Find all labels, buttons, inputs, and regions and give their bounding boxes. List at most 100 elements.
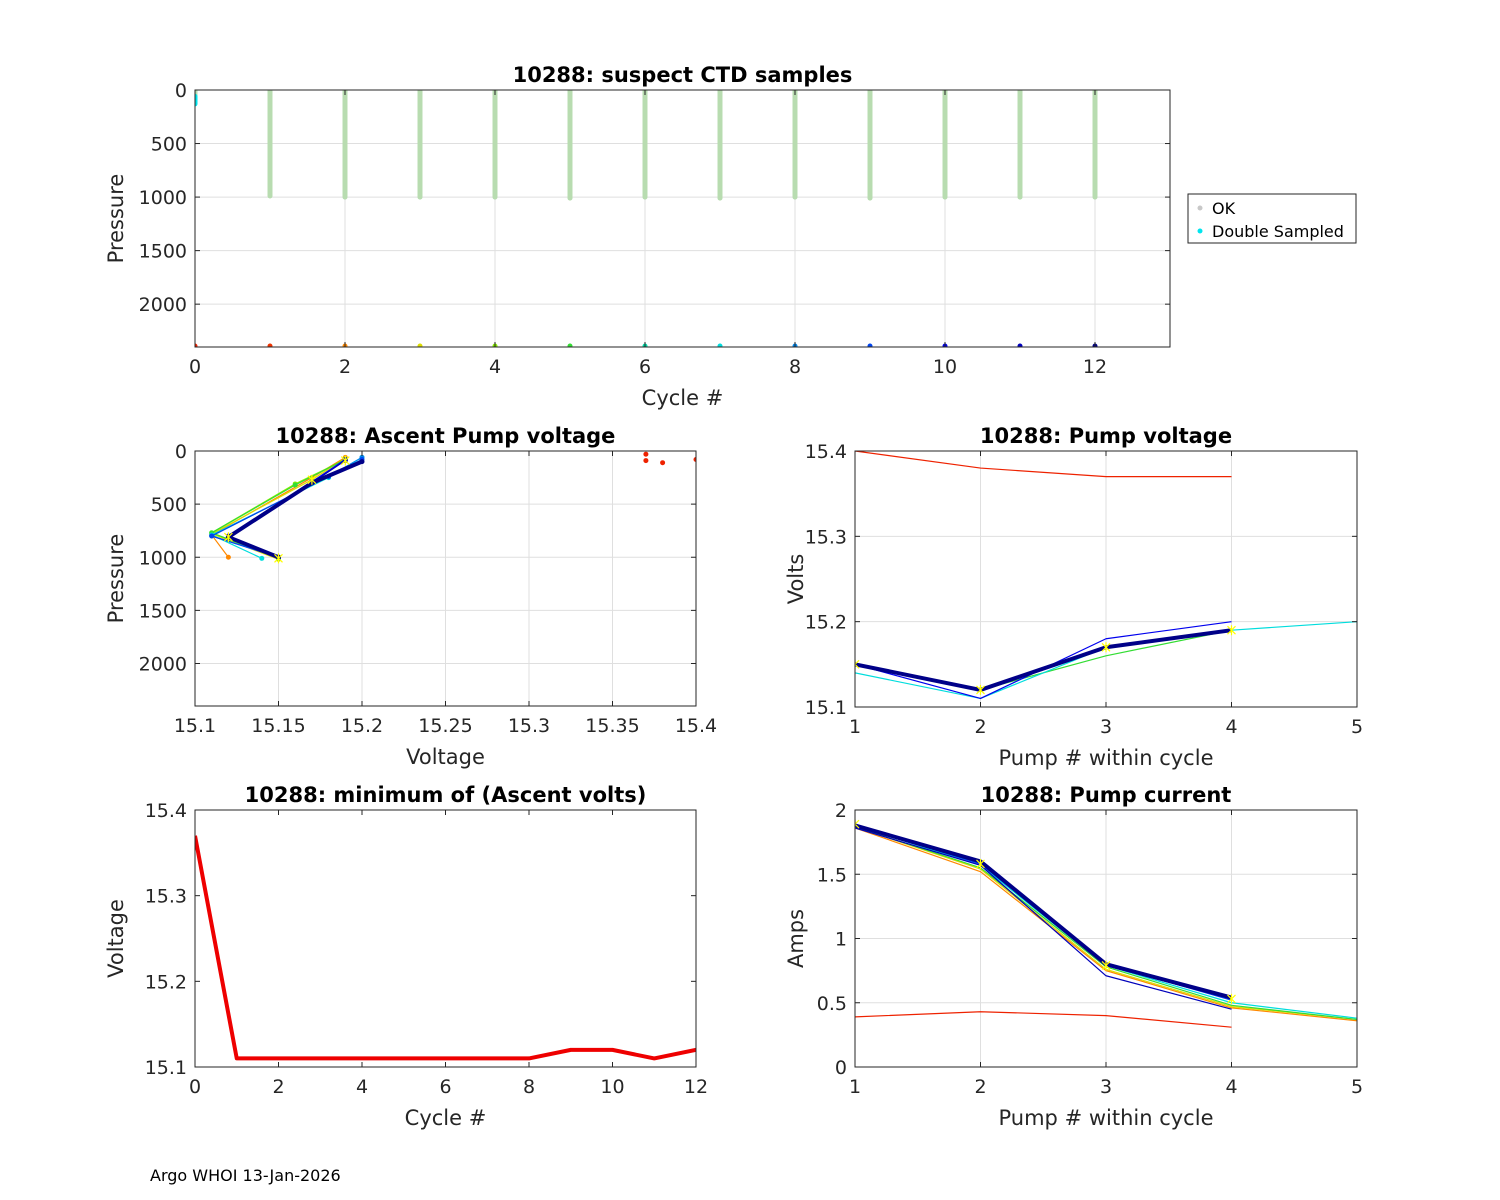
chart-title: 10288: Ascent Pump voltage [276, 424, 616, 448]
legend-entry: Double Sampled [1212, 222, 1344, 241]
series-point-cycle-12 [359, 459, 365, 465]
data-layer [195, 835, 696, 1061]
chart-minv: 0 2 4 6 8 10 12 15.1 15.2 15.3 15.4 10288: minimum … [104, 783, 708, 1130]
cycle-marker-5 [567, 343, 573, 347]
x-tick-label: 12 [1083, 356, 1107, 378]
axes-box [194, 809, 697, 1068]
chart-ctd: 0 2 4 6 8 10 12 0 500 1000 1500 2000 10288: suspect … [104, 63, 1357, 410]
x-tick-label: 15.4 [675, 715, 717, 737]
footer-text: Argo WHOI 13-Jan-2026 [150, 1166, 341, 1185]
x-tick-label: 3 [1100, 716, 1112, 738]
legend-swatch [1197, 228, 1203, 234]
x-tick-label: 2 [974, 716, 986, 738]
y-axis-label: Amps [784, 909, 808, 968]
x-tick-label: 3 [1100, 1076, 1112, 1098]
series-point-cycle-0 [643, 458, 649, 464]
cycle-marker-11 [1017, 343, 1023, 347]
x-tick-label: 5 [1351, 716, 1363, 738]
x-tick-label: 2 [339, 356, 351, 378]
y-axis-label: Volts [784, 554, 808, 605]
x-tick-label: 10 [933, 356, 957, 378]
y-axis-label: Pressure [104, 534, 128, 624]
y-tick-label: 1 [835, 929, 847, 951]
x-tick-label: 6 [639, 356, 651, 378]
legend-entry: OK [1212, 199, 1236, 218]
series-line-cycle-2 [855, 827, 1357, 1022]
chart-title: 10288: minimum of (Ascent volts) [245, 783, 647, 807]
x-tick-label: 15.25 [418, 715, 472, 737]
data-layer [209, 451, 696, 564]
y-tick-label: 0 [175, 441, 187, 463]
series-point-cycle-2 [225, 554, 231, 560]
series-line-cycle-0 [855, 1011, 1232, 1028]
series-line-cycle-10 [855, 621, 1232, 700]
cycle-marker-0 [195, 343, 198, 347]
last-cycle-marker [976, 858, 985, 869]
y-tick-label: 15.3 [805, 526, 847, 548]
x-tick-label: 4 [356, 1076, 368, 1098]
y-tick-label: 500 [151, 494, 187, 516]
x-tick-label: 6 [439, 1076, 451, 1098]
x-tick-label: 0 [189, 356, 201, 378]
series-line-cycle-9 [211, 458, 363, 558]
y-tick-label: 2000 [139, 654, 187, 676]
x-tick-label: 15.2 [341, 715, 383, 737]
x-tick-label: 8 [789, 356, 801, 378]
min-voltage-line [195, 835, 696, 1061]
last-cycle-marker [1227, 993, 1236, 1004]
last-cycle-marker [340, 455, 350, 466]
y-tick-label: 1500 [139, 600, 187, 622]
axes-box [194, 89, 1171, 348]
x-tick-label: 2 [974, 1076, 986, 1098]
chart-pumpc: 1 2 3 4 5 0 0.5 1 1.5 2 10288: Pump current Pump # … [784, 783, 1363, 1130]
x-tick-label: 1 [849, 1076, 861, 1098]
cycle-marker-1 [267, 343, 273, 347]
last-cycle-marker [855, 819, 860, 830]
y-tick-label: 15.1 [145, 1057, 187, 1079]
last-cycle-marker [307, 474, 317, 485]
y-axis-label: Pressure [104, 174, 128, 264]
last-cycle-marker [1227, 625, 1236, 636]
series-line-cycle-12 [855, 628, 1232, 692]
x-tick-label: 15.1 [174, 715, 216, 737]
y-tick-label: 15.2 [145, 971, 187, 993]
y-tick-label: 0 [835, 1057, 847, 1079]
x-tick-label: 1 [849, 716, 861, 738]
y-tick-label: 2 [835, 800, 847, 822]
y-tick-label: 1500 [139, 241, 187, 263]
x-tick-label: 12 [684, 1076, 708, 1098]
series-line-cycle-0 [855, 451, 1232, 478]
y-tick-label: 1.5 [817, 864, 847, 886]
y-tick-label: 15.3 [145, 886, 187, 908]
x-axis-label: Cycle # [642, 386, 724, 410]
chart-title: 10288: suspect CTD samples [513, 63, 853, 87]
chart-pumpv: 1 2 3 4 5 15.1 15.2 15.3 15.4 10288: Pump voltage… [784, 424, 1363, 770]
chart-title: 10288: Pump current [981, 783, 1232, 807]
x-tick-label: 5 [1351, 1076, 1363, 1098]
last-cycle-marker [976, 684, 985, 695]
last-cycle-marker [1101, 960, 1111, 971]
y-tick-label: 0.5 [817, 993, 847, 1015]
y-tick-label: 15.4 [805, 441, 847, 463]
last-cycle-marker [274, 553, 283, 564]
series-point-cycle-0 [660, 460, 666, 466]
x-axis-label: Cycle # [405, 1106, 487, 1130]
x-tick-label: 4 [489, 356, 501, 378]
legend-box [1187, 193, 1357, 244]
data-layer [855, 451, 1357, 700]
y-tick-label: 2000 [139, 294, 187, 316]
cycle-marker-9 [867, 343, 873, 347]
series-line-cycle-11 [855, 827, 1232, 1010]
y-tick-label: 15.2 [805, 612, 847, 634]
last-cycle-marker [223, 532, 233, 543]
last-cycle-marker [855, 659, 860, 670]
series-point-cycle-5 [292, 482, 298, 488]
x-axis-label: Voltage [406, 745, 485, 769]
y-tick-label: 500 [151, 134, 187, 156]
x-tick-label: 0 [189, 1076, 201, 1098]
x-tick-label: 15.15 [251, 715, 305, 737]
series-point-cycle-0 [643, 451, 649, 457]
y-tick-label: 1000 [139, 547, 187, 569]
data-layer [195, 90, 1098, 347]
x-tick-label: 15.3 [508, 715, 550, 737]
